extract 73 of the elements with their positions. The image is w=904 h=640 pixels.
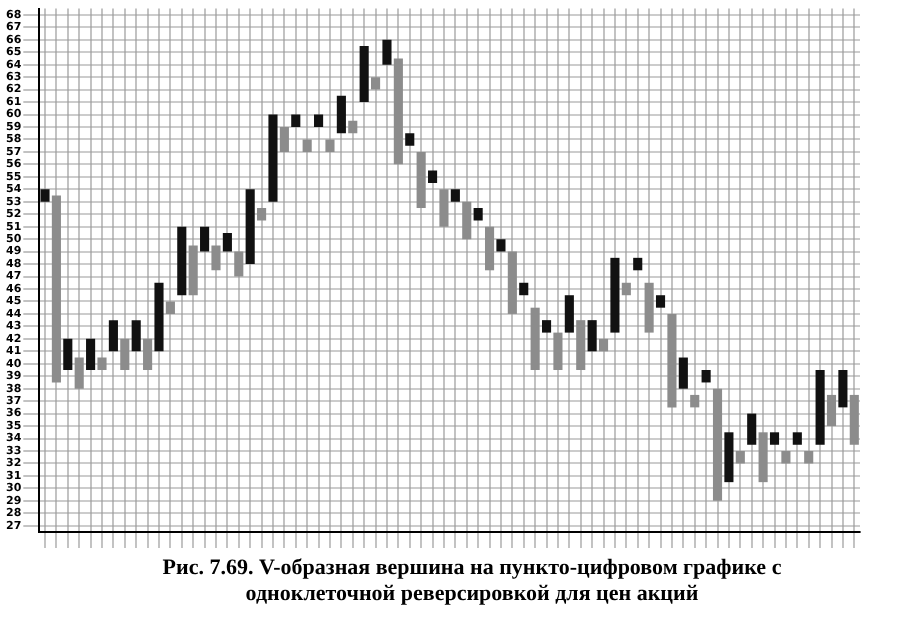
bar bbox=[371, 77, 381, 90]
bar bbox=[747, 413, 757, 445]
bar bbox=[348, 120, 358, 134]
bar bbox=[314, 114, 324, 127]
bar bbox=[838, 370, 848, 408]
bar bbox=[268, 114, 278, 202]
bar bbox=[74, 357, 84, 389]
bar bbox=[541, 320, 552, 333]
bar bbox=[154, 282, 164, 352]
bar bbox=[450, 189, 460, 202]
bar bbox=[610, 257, 620, 333]
text: Рис. 7.69. V-образная вершина на пункто-цифровом графике с одноклеточной реверсировкой для цен акций bbox=[160, 554, 784, 608]
bar bbox=[302, 139, 312, 152]
bar bbox=[735, 451, 745, 464]
bar bbox=[519, 282, 529, 296]
bar bbox=[393, 58, 403, 165]
bar bbox=[587, 320, 597, 352]
bar bbox=[849, 394, 859, 445]
bar bbox=[655, 295, 666, 308]
bar bbox=[108, 320, 118, 352]
bar bbox=[769, 432, 780, 445]
bar bbox=[564, 295, 574, 333]
bar bbox=[621, 282, 631, 296]
bar bbox=[781, 451, 791, 464]
bar bbox=[792, 432, 802, 445]
bar bbox=[86, 338, 96, 370]
bar bbox=[678, 357, 688, 389]
bar bbox=[758, 432, 768, 483]
bar bbox=[211, 245, 221, 271]
bar bbox=[405, 133, 415, 146]
bar bbox=[724, 432, 734, 483]
bar bbox=[177, 226, 187, 296]
bar bbox=[97, 357, 107, 370]
bar bbox=[667, 313, 677, 408]
bar bbox=[576, 320, 586, 370]
bar bbox=[382, 39, 392, 65]
bar bbox=[815, 370, 825, 445]
bar bbox=[416, 151, 426, 208]
bar bbox=[291, 114, 301, 127]
bar bbox=[63, 338, 73, 370]
bar bbox=[359, 45, 369, 103]
bar bbox=[143, 338, 153, 370]
bar bbox=[690, 394, 700, 408]
bar bbox=[484, 226, 495, 271]
bar bbox=[439, 189, 449, 227]
bar bbox=[553, 332, 563, 370]
bar bbox=[257, 207, 267, 221]
bar bbox=[245, 189, 255, 265]
bar bbox=[428, 170, 438, 184]
bar bbox=[234, 251, 244, 277]
bar bbox=[826, 394, 837, 427]
bar bbox=[530, 307, 540, 370]
bar bbox=[633, 257, 643, 271]
bar bbox=[701, 370, 711, 383]
bar bbox=[507, 251, 517, 314]
bar bbox=[222, 232, 232, 252]
bar bbox=[165, 301, 175, 314]
bar bbox=[644, 282, 654, 333]
bar bbox=[598, 338, 609, 352]
bar bbox=[473, 207, 483, 221]
bar bbox=[120, 338, 130, 370]
bar bbox=[496, 239, 506, 252]
bar bbox=[336, 95, 346, 134]
bar bbox=[804, 451, 814, 464]
bar bbox=[200, 226, 210, 252]
bar bbox=[325, 139, 335, 152]
bar bbox=[462, 201, 472, 240]
bar bbox=[40, 189, 50, 202]
bar bbox=[188, 245, 198, 296]
bar bbox=[279, 126, 289, 152]
bar bbox=[131, 320, 141, 352]
bar bbox=[51, 195, 61, 383]
bar bbox=[712, 388, 723, 501]
